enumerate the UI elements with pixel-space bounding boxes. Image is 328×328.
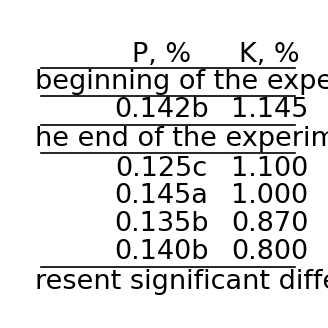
Text: 0.125c: 0.125c (115, 156, 207, 182)
Text: 0.135b: 0.135b (114, 211, 208, 237)
Text: P, %: P, % (132, 42, 191, 68)
Text: resent significant difference: resent significant difference (35, 269, 328, 295)
Text: 0.870: 0.870 (231, 211, 308, 237)
Text: beginning of the experime: beginning of the experime (35, 69, 328, 95)
Text: 1.145: 1.145 (231, 97, 308, 123)
Text: 0.800: 0.800 (231, 239, 308, 265)
Text: 1.000: 1.000 (231, 183, 308, 210)
Text: 0.142b: 0.142b (114, 97, 208, 123)
Text: 0.145a: 0.145a (114, 183, 208, 210)
Text: he end of the experiment (: he end of the experiment ( (35, 126, 328, 152)
Text: K, %: K, % (239, 42, 300, 68)
Text: 0.140b: 0.140b (114, 239, 208, 265)
Text: 1.100: 1.100 (231, 156, 308, 182)
